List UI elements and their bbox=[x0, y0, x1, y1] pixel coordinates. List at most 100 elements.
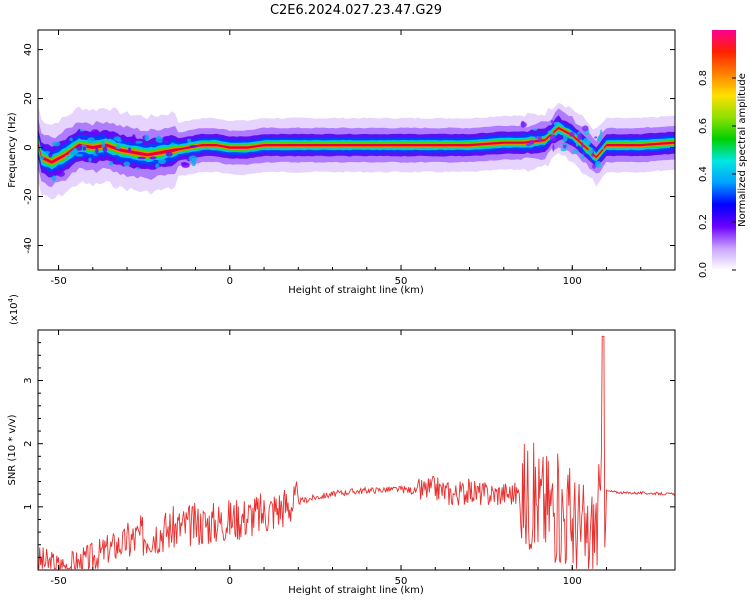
spectrogram-blob bbox=[594, 136, 598, 139]
spectrogram-blob bbox=[188, 155, 198, 162]
spectrogram-blob bbox=[600, 129, 603, 138]
spectrogram-blob bbox=[582, 137, 590, 145]
spectrogram-blob bbox=[549, 134, 557, 142]
spectrogram-blob bbox=[586, 149, 594, 155]
spectrogram-blob bbox=[57, 171, 65, 177]
spectrogram-blob bbox=[520, 121, 527, 128]
spectrogram-frame bbox=[37, 29, 676, 271]
spectrogram-blob bbox=[582, 125, 589, 132]
spectrogram-marks bbox=[38, 102, 675, 200]
spectrogram-xlabel: Height of straight line (km) bbox=[288, 285, 424, 296]
spectrogram-ytick-label: 20 bbox=[23, 92, 34, 105]
spectrogram-blob bbox=[82, 146, 86, 151]
spectrogram-blob bbox=[84, 156, 88, 162]
spectrogram-blob bbox=[550, 119, 554, 124]
snr-line bbox=[38, 335, 675, 570]
spectrogram-blob bbox=[75, 153, 84, 157]
colorbar-ticks: 0.0 0.2 0.4 0.6 0.8 bbox=[698, 70, 736, 278]
spectrogram-blob bbox=[90, 129, 100, 135]
spectrogram-blob bbox=[106, 132, 111, 140]
spectrogram-blob bbox=[144, 134, 150, 142]
snr-ticks: -50 0 50 100 1 2 3 bbox=[23, 330, 676, 587]
spectrogram-blob bbox=[155, 136, 162, 140]
spectrogram-blob bbox=[76, 144, 83, 151]
spectrogram-blob bbox=[101, 141, 106, 148]
spectrogram-blob bbox=[113, 136, 121, 141]
colorbar-tick-label: 0.8 bbox=[698, 70, 709, 86]
spectrogram-blob bbox=[560, 148, 567, 152]
spectrogram-blob bbox=[53, 169, 58, 175]
spectrogram-blob bbox=[102, 146, 108, 153]
spectrogram-blob bbox=[44, 150, 50, 155]
spectrogram-blob bbox=[162, 137, 170, 144]
spectrogram-ytick-label: -40 bbox=[23, 237, 34, 253]
snr-frame bbox=[37, 329, 676, 571]
spectrogram-blob bbox=[48, 152, 53, 158]
spectrogram-blob bbox=[594, 161, 602, 168]
spectrogram-blob bbox=[80, 137, 84, 140]
spectrogram-blob bbox=[537, 135, 542, 143]
spectrogram-blob bbox=[187, 138, 192, 143]
spectrogram-blob bbox=[128, 147, 132, 152]
spectrogram-blob bbox=[581, 141, 584, 149]
spectrogram-blob bbox=[562, 142, 567, 146]
spectrogram-ytick-label: 0 bbox=[23, 144, 34, 150]
colorbar: 0.0 0.2 0.4 0.6 0.8 Normalized spectral ampl… bbox=[698, 30, 748, 278]
spectrogram-blob bbox=[547, 130, 554, 135]
spectrogram-blob bbox=[165, 151, 173, 157]
snr-ytick-label: 1 bbox=[23, 504, 34, 510]
spectrogram-blob bbox=[52, 141, 61, 147]
spectrogram-blob bbox=[568, 131, 575, 137]
spectrogram-blob bbox=[134, 140, 143, 144]
spectrogram-blob bbox=[109, 157, 117, 161]
spectrogram-blob bbox=[51, 175, 57, 181]
spectrogram-blob bbox=[530, 139, 534, 145]
spectrogram-xtick-label: -50 bbox=[50, 276, 66, 287]
spectrogram-blob bbox=[575, 142, 579, 147]
spectrogram-blob bbox=[191, 160, 196, 167]
snr-multiplier-base: (x10 bbox=[9, 302, 20, 325]
spectrogram-xtick-label: 100 bbox=[563, 276, 582, 287]
snr-multiplier-exp: 4 bbox=[7, 297, 15, 302]
snr-multiplier: (x104) bbox=[7, 294, 20, 325]
spectrogram-blob bbox=[170, 142, 175, 145]
snr-xtick-label: 100 bbox=[563, 576, 582, 587]
spectrogram-blob bbox=[95, 147, 99, 155]
spectrogram-blob bbox=[578, 135, 581, 140]
spectrogram-blob bbox=[561, 138, 564, 142]
spectrogram-blob bbox=[79, 129, 84, 132]
spectrogram-blob bbox=[562, 134, 568, 142]
colorbar-tick-label: 0.4 bbox=[698, 166, 709, 182]
spectrogram-blob bbox=[123, 161, 131, 167]
spectrogram-ticks: -50 0 50 100 40 20 0 -20 -40 bbox=[23, 30, 676, 287]
spectrogram-ytick-label: -20 bbox=[23, 188, 34, 204]
colorbar-gradient bbox=[712, 30, 736, 270]
colorbar-tick-label: 0.6 bbox=[698, 118, 709, 134]
spectrogram-blob bbox=[99, 154, 103, 161]
snr-multiplier-close: ) bbox=[9, 294, 20, 298]
spectrogram-blob bbox=[552, 144, 555, 152]
spectrogram-ylabel: Frequency (Hz) bbox=[7, 112, 18, 188]
snr-xtick-label: -50 bbox=[50, 576, 66, 587]
spectrogram-blob bbox=[532, 128, 538, 131]
spectrogram-blob bbox=[131, 134, 136, 141]
chart-title: C2E6.2024.027.23.47.G29 bbox=[270, 3, 442, 18]
snr-ytick-label: 2 bbox=[23, 440, 34, 446]
colorbar-label: Normalized spectral amplitude bbox=[737, 73, 748, 227]
spectrogram-blob bbox=[115, 144, 122, 150]
spectrogram-blob bbox=[601, 147, 605, 150]
spectrogram-blob bbox=[149, 156, 157, 160]
snr-xtick-label: 50 bbox=[395, 576, 408, 587]
snr-ytick-label: 3 bbox=[23, 377, 34, 383]
spectrogram-xtick-label: 0 bbox=[227, 276, 233, 287]
spectrogram-blob bbox=[39, 155, 45, 160]
colorbar-tick-label: 0.2 bbox=[698, 214, 709, 230]
spectrogram-blob bbox=[88, 157, 92, 162]
spectrogram-blob bbox=[597, 135, 603, 142]
snr-xtick-label: 0 bbox=[227, 576, 233, 587]
spectrogram-blob bbox=[136, 167, 140, 170]
spectrogram-blob bbox=[180, 162, 188, 166]
colorbar-tick-label: 0.0 bbox=[698, 262, 709, 278]
spectrogram-band bbox=[38, 126, 675, 164]
